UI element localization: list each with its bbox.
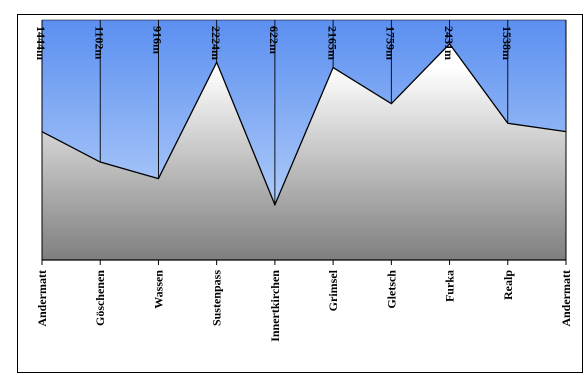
value-label: 2431m [442, 26, 456, 60]
elevation-area [42, 43, 566, 261]
value-label: 1102m [92, 26, 106, 59]
category-label: Sustenpass [210, 270, 224, 326]
value-label: 622m [267, 26, 281, 54]
value-label: 1538m [500, 26, 514, 60]
category-label: Andermatt [35, 270, 49, 327]
value-label: 1444m [34, 26, 48, 60]
value-label: 2224m [209, 26, 223, 60]
category-label: Göschenen [93, 270, 107, 326]
elevation-profile-line [41, 42, 567, 207]
category-label: Andermatt [559, 270, 573, 327]
value-label: 916m [151, 26, 165, 54]
category-label: Realp [501, 270, 515, 300]
value-label: 2165m [325, 26, 339, 60]
category-label: Grimsel [326, 269, 340, 311]
category-label: Innertkirchen [268, 270, 282, 342]
value-label: 1759m [384, 26, 398, 60]
category-label: Furka [443, 270, 457, 302]
category-label: Gletsch [384, 270, 398, 309]
category-label: Wassen [151, 270, 165, 309]
